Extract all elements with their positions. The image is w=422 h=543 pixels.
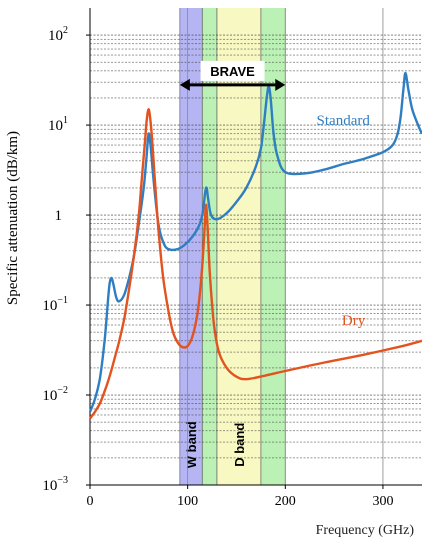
- y-tick-label: 10−2: [42, 385, 68, 404]
- series-label-dry: Dry: [342, 313, 366, 329]
- x-tick-label: 0: [87, 494, 94, 509]
- series-label-standard: Standard: [317, 113, 371, 129]
- y-axis-label: Specific attenuation (dB/km): [5, 131, 21, 305]
- brave-arrow-left-head: [179, 78, 190, 91]
- series-lines: [88, 71, 422, 420]
- band-0: [179, 8, 203, 485]
- grid: [90, 8, 422, 486]
- brave-label-box: [200, 60, 265, 81]
- band-label: W band: [184, 421, 199, 468]
- x-tick-label: 300: [372, 494, 393, 509]
- series-line-standard: [88, 71, 422, 413]
- band-label: D band: [232, 423, 247, 467]
- y-tick-label: 102: [48, 25, 68, 44]
- x-axis-label: Frequency (GHz): [316, 523, 415, 538]
- y-tick-label: 10−3: [42, 475, 68, 494]
- band-3: [260, 8, 286, 485]
- brave-arrow-right-head: [275, 78, 286, 91]
- axes: 10−3 10−2 10−1 1 101 102 0 100 200 300: [42, 8, 422, 509]
- y-tick-label: 10−1: [42, 295, 68, 314]
- x-tick-label: 100: [177, 494, 198, 509]
- band-2: [216, 8, 261, 485]
- y-tick-label: 1: [55, 208, 63, 224]
- brave-label: BRAVE: [210, 64, 255, 79]
- x-tick-label: 200: [275, 494, 296, 509]
- chart-labels: Standard Dry BRAVE: [179, 60, 371, 329]
- y-tick-label: 101: [48, 115, 68, 134]
- series-line-dry: [89, 108, 422, 420]
